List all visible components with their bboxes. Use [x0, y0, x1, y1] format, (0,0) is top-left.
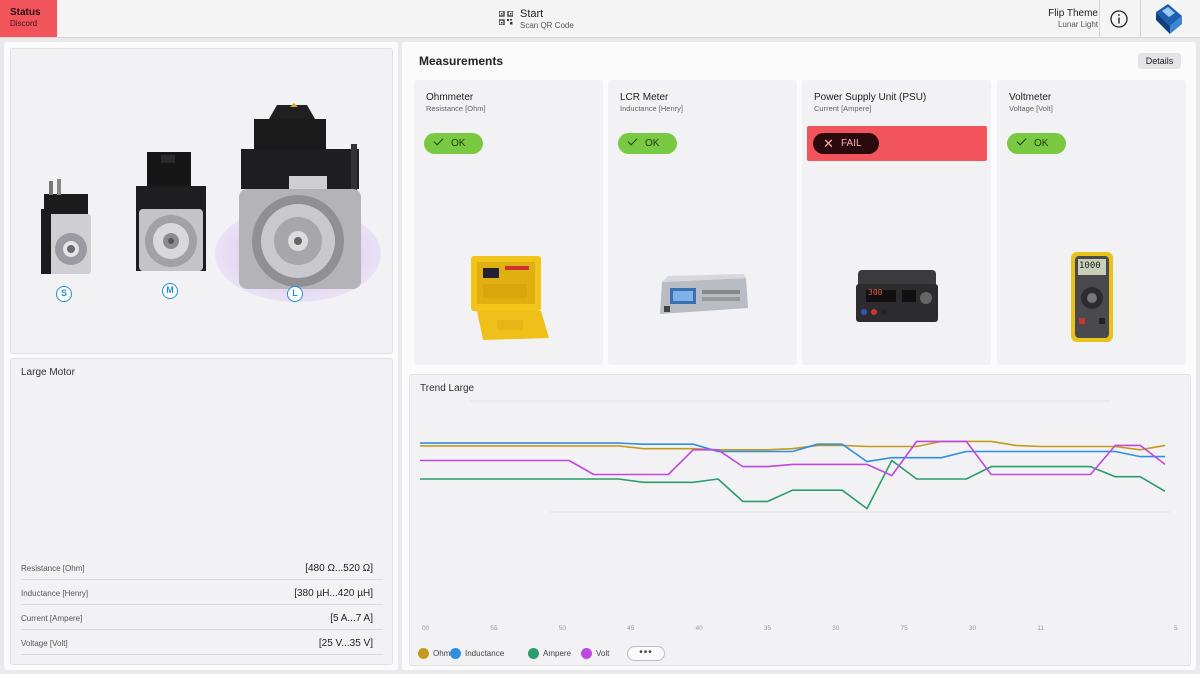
- check-icon: [433, 135, 444, 146]
- card-subtitle: Resistance [Ohm]: [426, 104, 486, 113]
- small-motor-image[interactable]: [41, 179, 91, 274]
- start-scan-button[interactable]: Start Scan QR Code: [496, 6, 606, 32]
- card-subtitle: Inductance [Henry]: [620, 104, 683, 113]
- legend-dot: [581, 648, 592, 659]
- status-sub: Discord: [10, 19, 38, 28]
- legend-item-inductance[interactable]: Inductance: [450, 648, 504, 659]
- x-tick-label: 45: [627, 625, 635, 632]
- card-subtitle: Voltage [Volt]: [1009, 104, 1053, 113]
- spec-row-current: Current [Ampere] [5 A...7 A]: [21, 606, 383, 630]
- status-label: Status: [10, 7, 41, 18]
- flip-theme-button[interactable]: Flip Theme Lunar Light: [1022, 8, 1098, 32]
- legend-item-ampere[interactable]: Ampere: [528, 648, 571, 659]
- lcr-meter-image: [660, 274, 748, 314]
- card-title: LCR Meter: [620, 92, 669, 103]
- spec-label: Voltage [Volt]: [21, 639, 68, 648]
- trend-title: Trend Large: [420, 383, 475, 394]
- legend-dot: [450, 648, 461, 659]
- spec-label: Current [Ampere]: [21, 614, 83, 623]
- close-icon: ✕: [823, 136, 834, 151]
- psu-display: 300: [868, 288, 883, 297]
- measurements-title: Measurements: [419, 54, 504, 68]
- x-tick-label: 50: [558, 625, 566, 632]
- x-tick-label: 30: [832, 625, 840, 632]
- spec-row-inductance: Inductance [Henry] [380 µH...420 µH]: [21, 581, 383, 605]
- status-pill-ok: OK: [424, 133, 483, 154]
- card-ohmmeter[interactable]: Ohmmeter Resistance [Ohm] OK: [414, 80, 603, 365]
- series-line-inductance: [420, 442, 1165, 463]
- check-icon: [1016, 135, 1027, 146]
- fail-banner: ✕ FAIL: [807, 126, 987, 161]
- x-tick-label: 35: [763, 625, 772, 632]
- status-button[interactable]: Status Discord: [0, 0, 57, 37]
- qr-code-icon: [499, 11, 513, 25]
- x-tick-label: 5: [1174, 625, 1178, 632]
- start-label: Start: [520, 8, 544, 20]
- start-sub: Scan QR Code: [520, 21, 574, 30]
- size-badge-s[interactable]: S: [56, 286, 72, 302]
- more-series-button[interactable]: •••: [627, 646, 665, 661]
- spec-value: [380 µH...420 µH]: [294, 588, 373, 599]
- spec-row-voltage: Voltage [Volt] [25 V...35 V]: [21, 631, 383, 655]
- size-badge-l[interactable]: L: [287, 286, 303, 302]
- spec-value: [480 Ω...520 Ω]: [305, 563, 373, 574]
- spec-value: [5 A...7 A]: [330, 613, 373, 624]
- voltmeter-image: [1071, 252, 1113, 342]
- legend-item-ohm[interactable]: Ohm: [418, 648, 450, 659]
- divider: [1099, 0, 1100, 37]
- trend-chart[interactable]: [410, 375, 1192, 667]
- ohmmeter-image: [471, 256, 549, 340]
- legend-dot: [528, 648, 539, 659]
- status-pill-ok: OK: [618, 133, 677, 154]
- x-tick-label: 11: [1037, 625, 1045, 632]
- spec-label: Resistance [Ohm]: [21, 564, 85, 573]
- x-tick-label: 75: [900, 625, 908, 632]
- series-line-ampere: [420, 459, 1166, 510]
- spec-label: Inductance [Henry]: [21, 589, 89, 598]
- spec-value: [25 V...35 V]: [318, 638, 373, 649]
- card-title: Ohmmeter: [426, 92, 474, 103]
- theme-label: Flip Theme: [1048, 8, 1098, 19]
- details-button[interactable]: Details: [1138, 53, 1181, 69]
- card-title: Power Supply Unit (PSU): [814, 92, 927, 103]
- motor-selector-panel: S M L: [10, 48, 393, 354]
- size-badge-m[interactable]: M: [162, 283, 178, 299]
- large-motor-panel: Large Motor Resistance [Ohm] [480 Ω...52…: [10, 358, 393, 665]
- legend-item-volt[interactable]: Volt: [581, 648, 609, 659]
- status-pill-ok: OK: [1007, 133, 1066, 154]
- x-tick-label: 40: [695, 625, 703, 632]
- info-icon[interactable]: [1109, 9, 1129, 29]
- large-motor-title: Large Motor: [21, 367, 75, 378]
- legend-dot: [418, 648, 429, 659]
- divider: [1140, 0, 1141, 37]
- brand-logo[interactable]: [1152, 2, 1186, 36]
- trend-guides: [470, 400, 1170, 513]
- card-voltmeter[interactable]: Voltmeter Voltage [Volt] OK 1000: [997, 80, 1186, 365]
- x-tick-label: 30: [968, 625, 977, 632]
- card-lcr-meter[interactable]: LCR Meter Inductance [Henry] OK: [608, 80, 797, 365]
- card-psu[interactable]: Power Supply Unit (PSU) Current [Ampere]…: [802, 80, 991, 365]
- check-icon: [627, 135, 638, 146]
- x-tick-label: 00: [422, 625, 430, 632]
- card-title: Voltmeter: [1009, 92, 1052, 103]
- top-bar: Status Discord Start Scan QR Code Flip T…: [0, 0, 1200, 38]
- series-line-ohm: [420, 440, 1166, 451]
- spec-row-resistance: Resistance [Ohm] [480 Ω...520 Ω]: [21, 556, 383, 580]
- voltmeter-display: 1000: [1079, 261, 1101, 271]
- status-pill-fail: ✕ FAIL: [813, 133, 879, 154]
- x-tick-label: 55: [490, 625, 498, 632]
- large-motor-image[interactable]: [239, 103, 361, 289]
- theme-sub: Lunar Light: [1057, 20, 1098, 29]
- psu-image: [856, 270, 938, 322]
- series-line-volt: [420, 440, 1166, 477]
- medium-motor-image[interactable]: [136, 152, 206, 271]
- card-subtitle: Current [Ampere]: [814, 104, 872, 113]
- motor-images: [41, 103, 381, 302]
- trend-panel: Trend Large 00 55 50 45 40 35 30 75 30 11 5 Ohm In…: [409, 374, 1191, 666]
